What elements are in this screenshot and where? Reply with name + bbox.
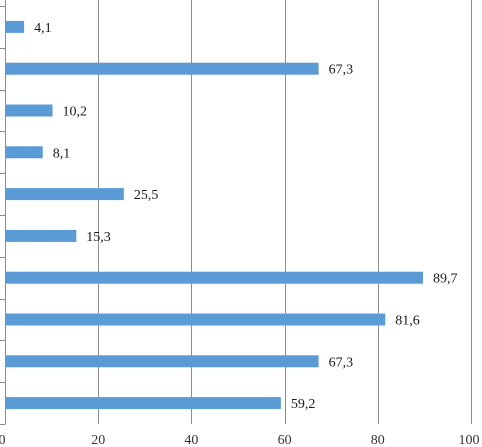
data-label-5: 25,5 xyxy=(134,188,159,203)
bar-7 xyxy=(6,271,424,284)
data-label-4: 8,1 xyxy=(53,146,71,161)
data-label-1: 4,1 xyxy=(34,21,52,36)
bar-2 xyxy=(6,62,319,75)
data-labels: 4,1 67,3 10,2 8,1 25,5 15,3 89,7 81,6 67,3 59,2 xyxy=(34,21,457,412)
data-label-7: 89,7 xyxy=(433,272,458,287)
bar-4 xyxy=(6,146,43,159)
x-tick-labels: 0 20 40 60 80 100 xyxy=(0,433,480,447)
x-tick-label-20: 20 xyxy=(91,433,105,447)
x-tick-label-0: 0 xyxy=(0,433,6,447)
bar-9 xyxy=(6,355,319,368)
x-tick-label-40: 40 xyxy=(184,433,198,447)
bars xyxy=(6,20,424,410)
data-label-10: 59,2 xyxy=(291,397,316,412)
x-tick-label-60: 60 xyxy=(278,433,292,447)
x-tick-label-100: 100 xyxy=(459,433,480,447)
data-label-8: 81,6 xyxy=(395,314,420,329)
data-label-6: 15,3 xyxy=(86,230,111,245)
data-label-2: 67,3 xyxy=(329,63,354,78)
bar-10 xyxy=(6,397,281,410)
bar-6 xyxy=(6,229,77,242)
bar-8 xyxy=(6,313,386,326)
bar-1 xyxy=(6,20,25,33)
category-axis xyxy=(0,0,6,425)
data-label-3: 10,2 xyxy=(63,105,87,120)
bar-3 xyxy=(6,104,53,117)
x-tick-label-80: 80 xyxy=(371,433,385,447)
bar-5 xyxy=(6,188,124,201)
data-label-9: 67,3 xyxy=(329,355,354,370)
